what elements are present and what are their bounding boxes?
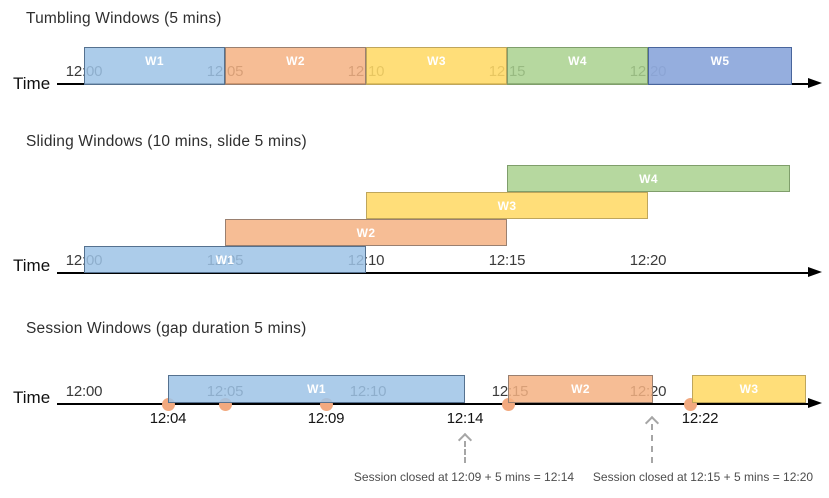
tumbling-window-w2: W2 [225, 47, 366, 85]
sliding-section-title: Sliding Windows (10 mins, slide 5 mins) [26, 133, 307, 150]
window-label: W4 [568, 54, 587, 68]
window-label: W1 [307, 382, 326, 396]
tumbling-window-w3: W3 [366, 47, 507, 85]
session-tick-label: 12:00 [65, 383, 103, 400]
session-time-axis-arrowhead [808, 398, 822, 408]
event-time-label: 12:14 [446, 410, 484, 427]
window-label: W5 [710, 54, 730, 68]
session-close-arrow [464, 441, 466, 463]
tumbling-time-axis-arrowhead [808, 78, 822, 88]
window-label: W4 [639, 171, 658, 186]
session-window-w2: W2 [508, 375, 653, 403]
sliding-window-w3: W3 [366, 192, 648, 219]
tumbling-section-title: Tumbling Windows (5 mins) [26, 10, 222, 27]
session-close-arrowhead [457, 432, 473, 448]
window-label: W1 [215, 252, 235, 267]
session-window-w3: W3 [692, 375, 806, 403]
window-label: W1 [145, 54, 164, 68]
sliding-window-w1: W1 [84, 246, 366, 273]
window-label: W2 [356, 225, 376, 240]
sliding-tick-label: 12:20 [629, 252, 667, 269]
tumbling-window-w1: W1 [84, 47, 225, 85]
tumbling-window-w4: W4 [507, 47, 648, 85]
tumbling-window-w5: W5 [648, 47, 792, 85]
session-section-title: Session Windows (gap duration 5 mins) [26, 320, 307, 337]
session-time-axis-label: Time [13, 388, 51, 407]
session-close-annotation: Session closed at 12:15 + 5 mins = 12:20 [592, 470, 814, 484]
session-close-arrow [651, 424, 653, 463]
window-label: W2 [571, 382, 590, 396]
sliding-time-axis [57, 272, 808, 274]
event-time-label: 12:09 [307, 410, 345, 427]
session-close-arrowhead [644, 415, 660, 431]
sliding-time-axis-label: Time [13, 256, 51, 275]
session-close-annotation: Session closed at 12:09 + 5 mins = 12:14 [353, 470, 575, 484]
sliding-tick-label: 12:15 [488, 252, 526, 269]
session-window-w1: W1 [168, 375, 465, 403]
window-label: W3 [427, 54, 446, 68]
sliding-time-axis-arrowhead [808, 267, 822, 277]
window-label: W3 [497, 198, 517, 213]
event-time-label: 12:22 [681, 410, 719, 427]
sliding-window-w2: W2 [225, 219, 507, 246]
window-label: W2 [286, 54, 305, 68]
event-time-label: 12:04 [149, 410, 187, 427]
session-time-axis [57, 403, 808, 405]
tumbling-time-axis-label: Time [13, 74, 51, 93]
sliding-window-w4: W4 [507, 165, 790, 192]
window-label: W3 [739, 382, 759, 396]
